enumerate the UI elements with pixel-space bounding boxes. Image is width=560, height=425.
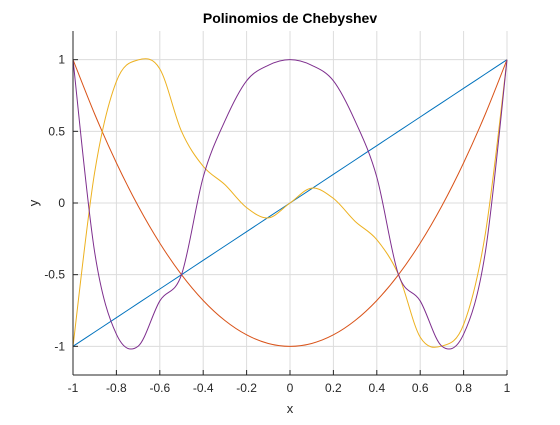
y-tick-label: -0.5 — [44, 268, 65, 282]
x-tick-label: -0.4 — [193, 381, 214, 395]
x-tick-label: 0.2 — [325, 381, 342, 395]
series-lines — [72, 58, 508, 350]
series-line-2 — [72, 59, 508, 347]
x-tick-label: -0.8 — [106, 381, 127, 395]
x-tick-label: 0.6 — [412, 381, 429, 395]
x-tick-label: 1 — [504, 381, 511, 395]
x-tick-label: -1 — [68, 381, 79, 395]
x-axis-label: x — [287, 401, 294, 416]
y-tick-label: -1 — [54, 339, 65, 353]
series-line-4 — [72, 59, 508, 350]
x-tick-label: 0.4 — [368, 381, 385, 395]
x-tick-label: -0.2 — [236, 381, 257, 395]
series-line-3 — [72, 58, 508, 348]
axes — [72, 31, 508, 376]
y-tick-label: 0 — [58, 196, 65, 210]
x-tick-label: 0 — [287, 381, 294, 395]
chart-title: Polinomios de Chebyshev — [203, 10, 377, 26]
y-axis-label: y — [26, 199, 41, 206]
x-tick-label: -0.6 — [149, 381, 170, 395]
tick-labels: -1 -0.8 -0.6 -0.4 -0.2 0 0.2 0.4 0.6 0.8 1 -1 -0.5 0 0… — [44, 53, 510, 395]
y-tick-label: 1 — [58, 53, 65, 67]
y-tick-label: 0.5 — [48, 124, 65, 138]
x-tick-label: 0.8 — [455, 381, 472, 395]
